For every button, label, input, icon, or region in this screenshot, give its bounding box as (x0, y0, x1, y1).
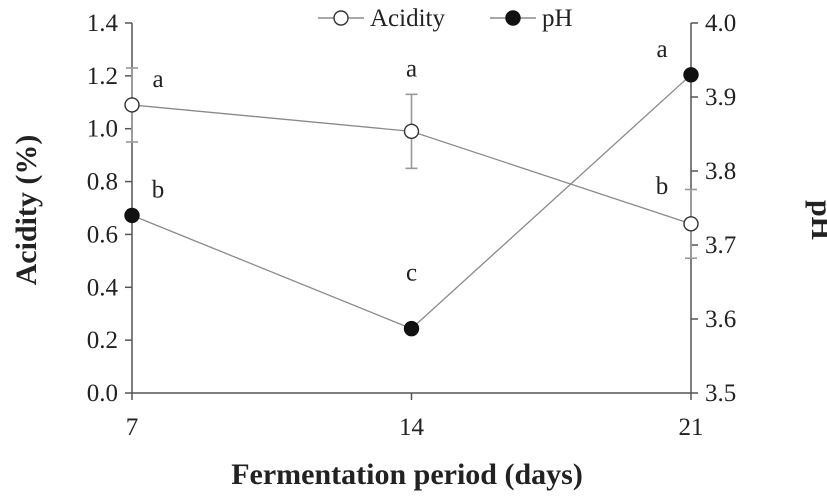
significance-letter: a (656, 36, 667, 63)
x-tick-label: 7 (126, 414, 139, 441)
legend: Acidity pH (318, 5, 573, 32)
x-tick-label: 14 (399, 414, 425, 441)
legend-label: pH (542, 5, 573, 32)
data-point (403, 320, 420, 337)
significance-letter: a (152, 66, 163, 93)
y-tick-label-left: 0.2 (87, 327, 118, 354)
data-point (683, 216, 699, 232)
y-tick-label-left: 0.4 (87, 274, 119, 301)
y-tick-label-left: 0.8 (87, 169, 118, 196)
significance-letter: a (406, 55, 417, 82)
x-axis-title: Fermentation period (days) (231, 458, 583, 491)
data-point (124, 207, 140, 224)
x-tick-label: 21 (679, 414, 704, 441)
significance-letter: b (152, 176, 165, 203)
y-axis-title-right: pH (805, 200, 827, 240)
axes: 0.0 0.2 0.4 0.6 0.8 1.0 1.2 1.4 3.5 3.6 3.7 3.8 3.9 4… (87, 10, 737, 441)
series-layer: a a b b c a (124, 36, 699, 337)
data-point (124, 97, 140, 113)
y-tick-label-right: 3.7 (705, 232, 736, 259)
y-tick-label-left: 1.2 (87, 63, 118, 90)
y-axis-title-left: Acidity (%) (10, 135, 43, 286)
y-tick-label-left: 0.0 (87, 380, 118, 407)
legend-marker (505, 10, 521, 26)
legend-item-ph: pH (490, 5, 573, 32)
data-point (403, 123, 420, 140)
legend-label: Acidity (370, 5, 445, 32)
legend-item-acidity: Acidity (318, 5, 445, 32)
significance-letter: b (656, 173, 669, 200)
y-tick-label-left: 1.0 (87, 116, 118, 143)
y-tick-label-right: 3.8 (705, 158, 736, 185)
y-tick-label-left: 0.6 (87, 221, 118, 248)
y-tick-label-right: 3.5 (705, 380, 736, 407)
series-ph: b c a (124, 36, 699, 337)
data-point (683, 67, 699, 83)
significance-letter: c (406, 260, 417, 287)
legend-marker (333, 10, 349, 26)
y-tick-label-left: 1.4 (87, 10, 119, 37)
y-tick-label-right: 4.0 (705, 10, 736, 37)
y-tick-label-right: 3.9 (705, 84, 736, 111)
series-acidity: a a b (124, 55, 699, 260)
y-tick-label-right: 3.6 (705, 306, 736, 333)
